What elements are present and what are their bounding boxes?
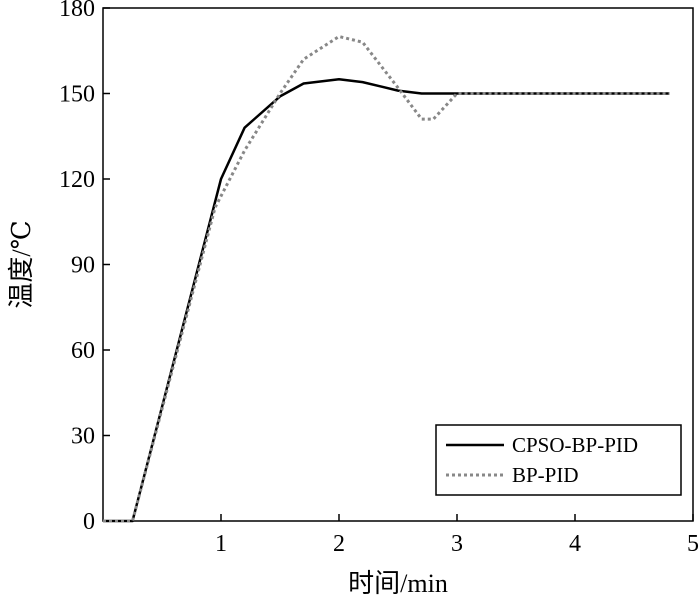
legend-label: CPSO-BP-PID <box>512 433 638 457</box>
legend-label: BP-PID <box>512 463 579 487</box>
x-tick-label: 1 <box>215 531 227 557</box>
x-tick-label: 3 <box>451 531 463 557</box>
axis-ticks: 1 2 3 4 5 0 30 60 90 120 150 180 <box>59 0 699 557</box>
y-axis-label: 温度/℃ <box>7 220 36 308</box>
x-tick-label: 4 <box>569 531 581 557</box>
series-line-cpso-bp-pid <box>103 78 670 523</box>
x-axis-label: 时间/min <box>348 569 448 598</box>
y-tick-label: 30 <box>71 424 95 450</box>
y-tick-label: 120 <box>59 167 95 193</box>
y-tick-label: 150 <box>59 82 95 108</box>
legend: CPSO-BP-PID BP-PID <box>435 424 682 496</box>
x-tick-label: 5 <box>687 531 699 557</box>
y-tick-label: 60 <box>71 338 95 364</box>
y-tick-label: 90 <box>71 253 95 279</box>
y-tick-label: 0 <box>83 509 95 535</box>
legend-box <box>435 424 682 496</box>
y-tick-label: 180 <box>59 0 95 22</box>
x-tick-label: 2 <box>333 531 345 557</box>
series-layer <box>103 35 670 523</box>
